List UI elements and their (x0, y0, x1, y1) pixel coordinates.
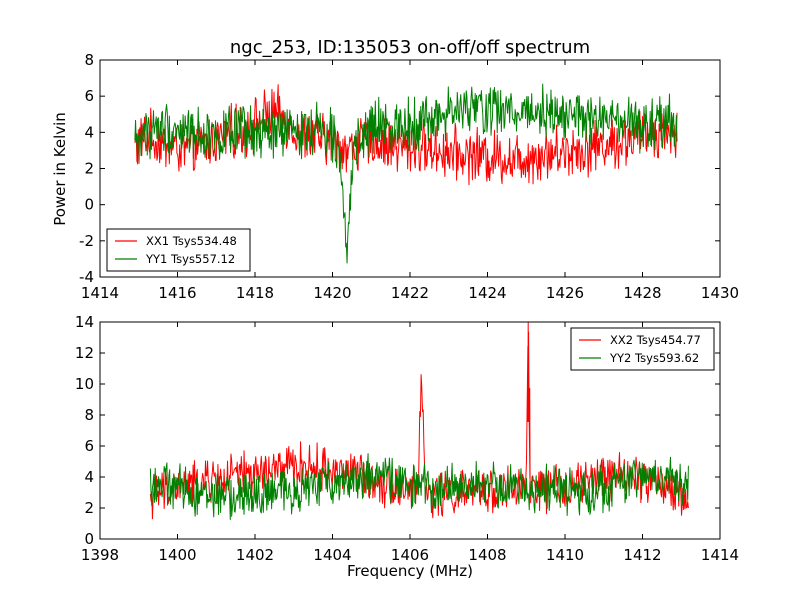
legend: XX2 Tsys454.77 YY2 Tsys593.62 (570, 327, 715, 371)
legend-label: YY2 Tsys593.62 (609, 351, 699, 365)
x-tick-label: 1414 (701, 546, 739, 564)
series-line-yy (149, 453, 689, 520)
legend-label: XX1 Tsys534.48 (146, 234, 237, 248)
y-tick-label: 0 (84, 196, 94, 214)
y-tick-label: -4 (79, 268, 94, 286)
x-tick-label: 1420 (313, 284, 351, 302)
x-axis-label: Frequency (MHz) (347, 562, 473, 580)
y-axis-label: Power in Kelvin (51, 112, 69, 226)
x-tick-label: 1410 (546, 546, 584, 564)
series-line-yy (134, 83, 678, 264)
x-tick-label: 1412 (623, 546, 661, 564)
y-tick-label: 6 (84, 87, 94, 105)
x-tick-label: 1402 (236, 546, 274, 564)
legend-box (106, 228, 251, 272)
y-tick-label: 14 (75, 313, 94, 331)
x-tick-label: 1408 (468, 546, 506, 564)
legend-box (570, 327, 715, 371)
x-tick-label: 1416 (158, 284, 196, 302)
x-tick-label: 1418 (236, 284, 274, 302)
y-tick-label: 2 (84, 160, 94, 178)
x-tick-label: 1422 (391, 284, 429, 302)
legend-label: YY1 Tsys557.12 (145, 252, 235, 266)
x-tick-label: 1400 (158, 546, 196, 564)
x-tick-label: 1406 (391, 546, 429, 564)
x-tick-label: 1424 (468, 284, 506, 302)
x-tick-label: 1428 (623, 284, 661, 302)
y-tick-label: 4 (84, 123, 94, 141)
y-tick-label: -2 (79, 232, 94, 250)
y-tick-label: 4 (84, 468, 94, 486)
top-spectrum-plot: 1414 1416 1418 1420 1422 1424 1426 1428 1430 -4 -2… (79, 51, 739, 302)
chart-title: ngc_253, ID:135053 on-off/off spectrum (230, 37, 590, 58)
y-tick-label: 10 (75, 375, 94, 393)
y-tick-label: 2 (84, 499, 94, 517)
y-tick-label: 0 (84, 530, 94, 548)
x-tick-label: 1426 (546, 284, 584, 302)
y-tick-label: 8 (84, 406, 94, 424)
y-tick-label: 6 (84, 437, 94, 455)
x-tick-label: 1430 (701, 284, 739, 302)
legend-label: XX2 Tsys454.77 (610, 333, 701, 347)
x-tick-label: 1398 (81, 546, 119, 564)
y-tick-label: 8 (84, 51, 94, 69)
y-tick-label: 12 (75, 344, 94, 362)
x-tick-label: 1404 (313, 546, 351, 564)
legend: XX1 Tsys534.48 YY1 Tsys557.12 (106, 228, 251, 272)
bottom-spectrum-plot: 1398 1400 1402 1404 1406 1408 1410 1412 14140246… (75, 313, 739, 564)
x-tick-label: 1414 (81, 284, 119, 302)
